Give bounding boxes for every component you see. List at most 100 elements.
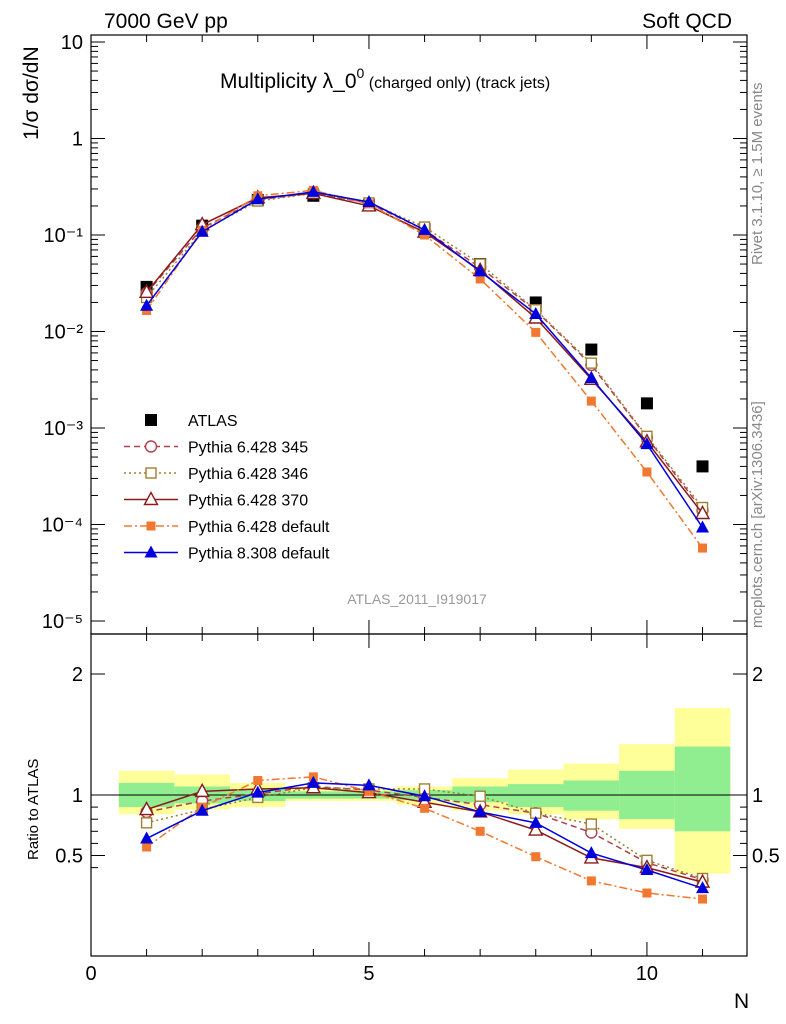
- legend-label: Pythia 6.428 370: [188, 493, 308, 510]
- legend-item: Pythia 6.428 370: [124, 491, 308, 510]
- main-ytick-label: 10: [61, 32, 83, 54]
- ratio-point: [696, 881, 710, 894]
- series-line: [146, 192, 704, 511]
- legend-item: Pythia 6.428 default: [124, 519, 330, 536]
- data-point: [306, 184, 320, 197]
- legend-marker: [144, 545, 158, 558]
- data-point: [531, 327, 541, 337]
- data-point: [251, 192, 265, 205]
- ratio-point: [142, 842, 152, 852]
- rivet-label: Rivet 3.1.10, ≥ 1.5M events: [749, 83, 766, 266]
- main-ticks: 10⁻⁵ 10⁻⁴ 10⁻³ 10⁻² 10⁻¹ 1 10: [42, 32, 747, 634]
- legend-marker: [143, 491, 159, 506]
- main-ytick-label: 10⁻³: [44, 418, 84, 440]
- legend-label: ATLAS: [188, 413, 238, 430]
- main-frame: [90, 34, 748, 635]
- data-point: [420, 230, 430, 240]
- main-panel: 10⁻⁵ 10⁻⁴ 10⁻³ 10⁻² 10⁻¹ 1 10: [42, 32, 748, 635]
- ratio-point: [195, 803, 209, 816]
- data-point: [362, 194, 376, 207]
- ratio-panel: 0.5 0.5 1 1 2 2 0 5 10: [55, 633, 780, 985]
- data-point: [529, 306, 543, 319]
- main-ytick-label: 10⁻⁴: [42, 515, 83, 537]
- ratio-point: [253, 775, 263, 785]
- ratio-ytick-label-right: 0.5: [752, 846, 780, 868]
- main-ytick-label: 10⁻¹: [44, 225, 84, 247]
- legend-label: Pythia 6.428 default: [188, 519, 330, 536]
- legend-item: Pythia 8.308 default: [124, 545, 330, 563]
- header-right: Soft QCD: [642, 10, 732, 33]
- ratio-point: [473, 804, 487, 817]
- ratio-point: [586, 876, 596, 886]
- ratio-point: [418, 789, 432, 802]
- legend-item: Pythia 6.428 345: [124, 440, 308, 457]
- data-point: [584, 370, 598, 383]
- main-series: [138, 184, 711, 553]
- plot-title-tail: (charged only) (track jets): [364, 75, 550, 92]
- data-point: [698, 543, 708, 553]
- ratio-point: [140, 817, 153, 829]
- data-point: [585, 357, 598, 369]
- legend-label: Pythia 6.428 346: [188, 466, 308, 483]
- legend-item: Pythia 6.428 346: [124, 466, 308, 483]
- ratio-xtick-label: 10: [636, 963, 658, 985]
- ratio-point: [138, 801, 155, 816]
- legend-item: ATLAS: [145, 413, 238, 430]
- ratio-point: [698, 894, 708, 904]
- series-pythia-8-308-default: [140, 184, 710, 533]
- ratio-ytick-label: 0.5: [55, 846, 83, 868]
- ratio-xlabel: N: [734, 990, 749, 1013]
- data-point: [140, 298, 154, 311]
- ratio-point: [531, 852, 541, 862]
- analysis-id: ATLAS_2011_I919017: [347, 591, 487, 607]
- plot-title-main: Multiplicity λ_0: [220, 70, 357, 93]
- header-left: 7000 GeV pp: [104, 10, 228, 33]
- data-point: [586, 396, 596, 406]
- data-point: [640, 397, 653, 410]
- ratio-point: [194, 782, 210, 798]
- legend-marker: [146, 521, 156, 531]
- ratio-point: [642, 888, 652, 898]
- main-ytick-label: 10⁻⁵: [42, 611, 83, 633]
- data-point: [195, 224, 209, 237]
- legend-marker: [144, 440, 158, 453]
- data-point: [138, 283, 155, 298]
- legend-label: Pythia 8.308 default: [188, 546, 330, 563]
- data-point: [418, 222, 432, 235]
- ratio-ytick-label: 2: [72, 664, 83, 686]
- band-green: [507, 784, 564, 808]
- ratio-point: [140, 831, 154, 844]
- ratio-frame: [90, 633, 748, 957]
- ratio-point: [474, 790, 486, 802]
- ratio-point: [585, 818, 598, 830]
- plot-title-sup: 0: [357, 65, 365, 81]
- legend-marker: [145, 414, 157, 426]
- ratio-point: [251, 785, 265, 798]
- data-point: [473, 264, 487, 277]
- ratio-point: [640, 863, 654, 876]
- ratio-xtick-label: 0: [85, 963, 96, 985]
- ratio-point: [362, 778, 376, 791]
- ratio-ytick-label: 1: [72, 785, 83, 807]
- ratio-point: [420, 803, 430, 813]
- data-point: [640, 437, 654, 450]
- data-point: [642, 467, 652, 477]
- ratio-point: [584, 846, 598, 859]
- ratio-point: [529, 815, 543, 828]
- data-point: [696, 460, 709, 473]
- main-ytick-label: 1: [72, 129, 83, 151]
- series-line: [146, 192, 704, 508]
- ratio-point: [306, 775, 320, 788]
- main-ytick-label: 10⁻²: [44, 322, 84, 344]
- data-point: [694, 505, 711, 520]
- band-green: [674, 746, 731, 832]
- ratio-ytick-label-right: 1: [752, 785, 763, 807]
- ratio-xtick-label: 5: [363, 963, 374, 985]
- ratio-ticks: 0.5 0.5 1 1 2 2 0 5 10: [55, 634, 780, 985]
- ratio-ytick-label-right: 2: [752, 664, 763, 686]
- legend: ATLAS Pythia 6.428 345 Pythia 6.428 346 Pyt…: [124, 413, 330, 563]
- data-point: [696, 520, 710, 533]
- band-green: [563, 780, 620, 811]
- mcplots-label: mcplots.cern.ch [arXiv:1306.3436]: [749, 401, 766, 628]
